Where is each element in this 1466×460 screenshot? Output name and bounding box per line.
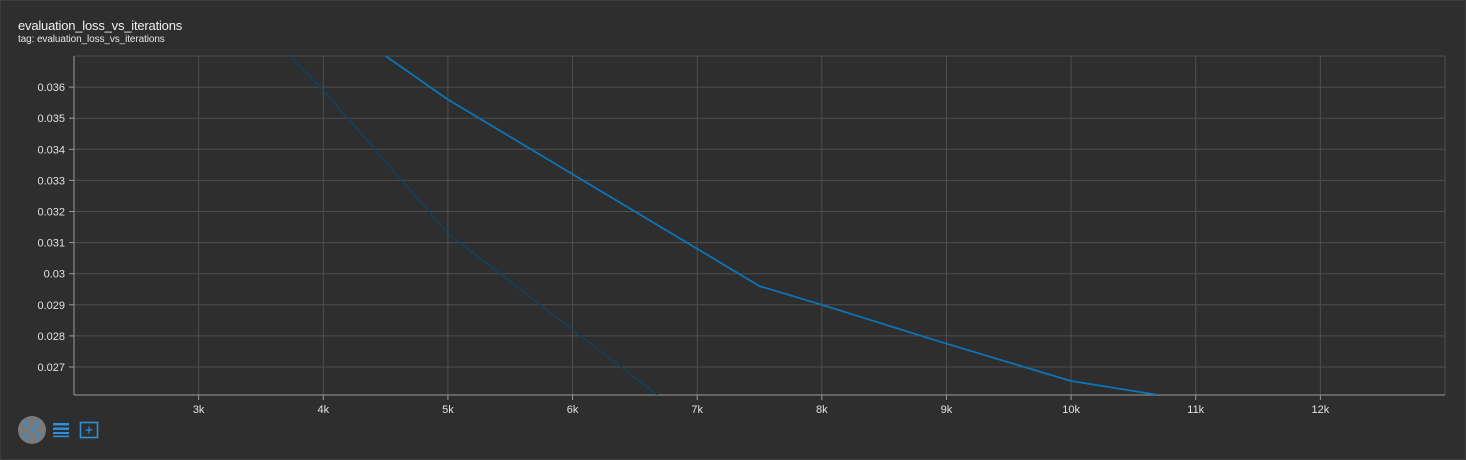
x-tick-label: 4k	[317, 404, 329, 416]
fit-to-data-button[interactable]	[18, 416, 46, 444]
y-tick-label: 0.032	[37, 207, 65, 219]
y-tick-label: 0.028	[37, 331, 65, 343]
x-tick-label: 8k	[816, 404, 828, 416]
y-tick-label: 0.036	[37, 82, 65, 94]
y-tick-label: 0.031	[37, 238, 65, 250]
y-tick-label: 0.033	[37, 175, 65, 187]
y-tick-label: 0.034	[37, 144, 65, 156]
fit-to-data-icon	[24, 422, 40, 438]
y-tick-label: 0.029	[37, 300, 65, 312]
chart-tag: tag: evaluation_loss_vs_iterations	[18, 34, 165, 45]
x-tick-label: 12k	[1311, 404, 1329, 416]
raw-series-line	[289, 56, 658, 395]
select-region-button[interactable]	[76, 416, 102, 444]
x-tick-label: 3k	[193, 404, 205, 416]
x-tick-label: 5k	[442, 404, 454, 416]
x-tick-label: 6k	[567, 404, 579, 416]
x-tick-label: 9k	[941, 404, 953, 416]
toggle-log-scale-icon	[53, 423, 69, 438]
smoothed-series-line	[385, 56, 1159, 395]
y-tick-label: 0.027	[37, 362, 65, 374]
chart-title: evaluation_loss_vs_iterations	[18, 18, 183, 33]
y-tick-label: 0.035	[37, 113, 65, 125]
select-region-icon	[79, 421, 99, 439]
x-tick-label: 10k	[1062, 404, 1080, 416]
toggle-log-scale-button[interactable]	[48, 416, 74, 444]
x-tick-label: 7k	[691, 404, 703, 416]
y-tick-label: 0.03	[44, 269, 65, 281]
x-tick-label: 11k	[1187, 404, 1204, 416]
